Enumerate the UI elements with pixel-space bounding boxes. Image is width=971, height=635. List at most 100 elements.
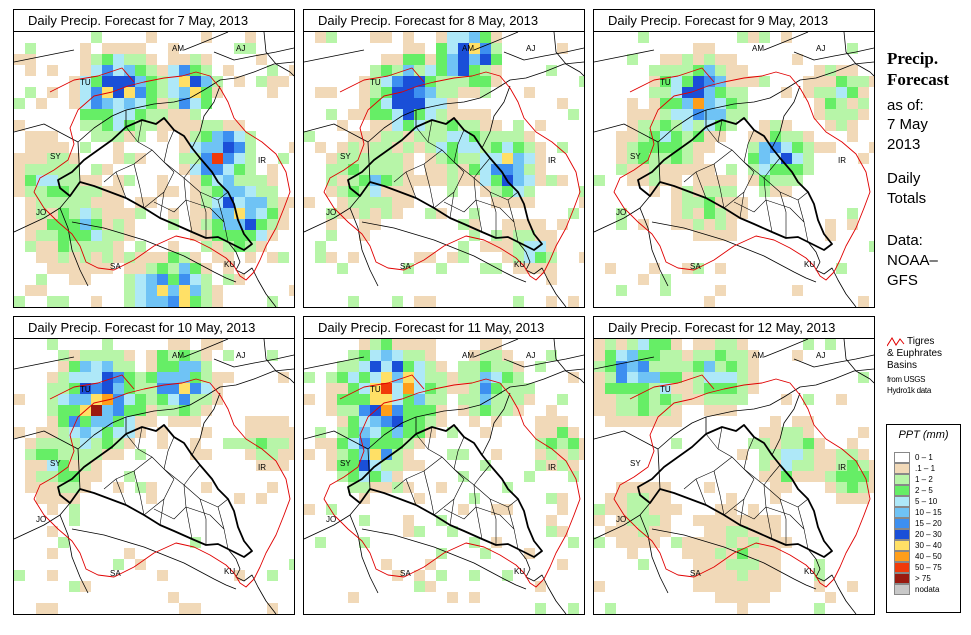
- precip-cell: [403, 526, 414, 537]
- precip-cell: [392, 164, 403, 175]
- precip-cell: [157, 372, 168, 383]
- country-label-sy: SY: [340, 459, 351, 468]
- precip-cell: [469, 350, 480, 361]
- precip-cell: [157, 263, 168, 274]
- precip-cell: [179, 142, 190, 153]
- precip-cell: [113, 372, 124, 383]
- precip-cell: [25, 153, 36, 164]
- precip-cell: [436, 98, 447, 109]
- country-border: [77, 109, 127, 183]
- precip-cell: [102, 416, 113, 427]
- precip-cell: [14, 570, 25, 581]
- precip-cell: [638, 109, 649, 120]
- precip-cell: [425, 120, 436, 131]
- precip-cell: [359, 537, 370, 548]
- precip-cell: [190, 603, 201, 614]
- country-border: [304, 356, 365, 370]
- precip-cell: [770, 427, 781, 438]
- precip-cell: [381, 394, 392, 405]
- province-border: [427, 119, 433, 143]
- province-border: [713, 470, 725, 516]
- precip-cell: [135, 43, 146, 54]
- precip-cell: [69, 515, 80, 526]
- precip-cell: [124, 65, 135, 76]
- precip-cell: [480, 43, 491, 54]
- precip-cell: [25, 208, 36, 219]
- precip-cell: [267, 427, 278, 438]
- precip-cell: [491, 339, 502, 350]
- country-label-sa: SA: [110, 569, 121, 578]
- precip-cell: [502, 230, 513, 241]
- ppt-label: 30 – 40: [915, 541, 942, 550]
- province-border: [393, 456, 443, 490]
- precip-cell: [168, 65, 179, 76]
- precip-cell: [47, 164, 58, 175]
- precip-cell: [447, 175, 458, 186]
- country-label-sy: SY: [50, 459, 61, 468]
- precip-cell: [370, 350, 381, 361]
- province-border: [765, 199, 805, 223]
- precip-cell: [58, 471, 69, 482]
- precip-cell: [513, 296, 524, 307]
- precip-cell: [403, 175, 414, 186]
- precip-cell: [190, 296, 201, 307]
- precip-cell: [458, 131, 469, 142]
- precip-cell: [348, 252, 359, 263]
- precip-cell: [627, 394, 638, 405]
- country-label-ir: IR: [258, 156, 266, 165]
- precip-cell: [223, 241, 234, 252]
- precip-cell: [370, 372, 381, 383]
- date-line1: 7 May: [887, 116, 928, 133]
- precip-cell: [348, 416, 359, 427]
- precip-cell: [535, 153, 546, 164]
- precip-cell: [348, 405, 359, 416]
- precip-cell: [436, 361, 447, 372]
- precip-cell: [146, 109, 157, 120]
- country-label-am: AM: [752, 44, 764, 53]
- country-label-aj: AJ: [526, 44, 536, 53]
- country-label-sy: SY: [630, 459, 641, 468]
- precip-cell: [403, 263, 414, 274]
- precip-cell: [102, 241, 113, 252]
- province-border: [475, 506, 515, 530]
- ppt-swatch: [894, 474, 910, 485]
- precip-cell: [315, 427, 326, 438]
- precip-cell: [847, 449, 858, 460]
- precip-cell: [660, 131, 671, 142]
- precip-cell: [594, 383, 605, 394]
- precip-cell: [403, 87, 414, 98]
- precip-cell: [157, 186, 168, 197]
- precip-cell: [770, 438, 781, 449]
- ppt-swatch: [894, 584, 910, 595]
- precip-cell: [135, 131, 146, 142]
- precip-cells: [594, 339, 874, 614]
- precip-cell: [513, 372, 524, 383]
- precip-cell: [594, 394, 605, 405]
- precip-cell: [682, 54, 693, 65]
- precip-cell: [759, 581, 770, 592]
- country-label-aj: AJ: [816, 44, 826, 53]
- precip-cell: [135, 98, 146, 109]
- precip-cell: [403, 350, 414, 361]
- precip-cell: [480, 175, 491, 186]
- province-border: [405, 478, 417, 506]
- precip-cell: [289, 197, 294, 208]
- precip-cell: [737, 350, 748, 361]
- precip-cell: [157, 120, 168, 131]
- ppt-swatch: [894, 573, 910, 584]
- precip-map: AM AJ TU SY IR JO SA KU: [304, 32, 584, 307]
- precip-cell: [381, 460, 392, 471]
- precip-cell: [458, 109, 469, 120]
- country-border: [553, 339, 584, 384]
- precip-cell: [535, 230, 546, 241]
- precip-cell: [524, 197, 535, 208]
- precip-cell: [201, 32, 212, 43]
- precip-cell: [726, 54, 737, 65]
- precip-cell: [113, 131, 124, 142]
- precip-cell: [858, 87, 869, 98]
- precip-cell: [278, 427, 289, 438]
- precip-cell: [502, 197, 513, 208]
- precip-cell: [770, 559, 781, 570]
- precip-cell: [770, 175, 781, 186]
- precip-cell: [726, 339, 737, 350]
